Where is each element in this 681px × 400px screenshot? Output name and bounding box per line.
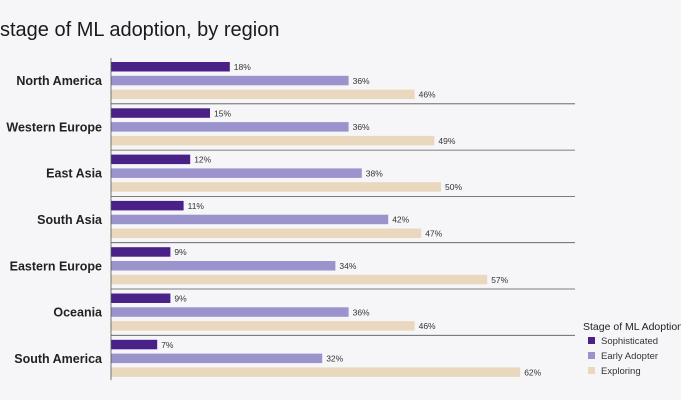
category-group: South America 7% 32% 62% [14, 340, 541, 378]
data-label: 57% [491, 275, 508, 285]
category-label: East Asia [46, 167, 103, 181]
data-label: 18% [234, 62, 251, 72]
data-label: 9% [174, 247, 187, 257]
category-label: South America [14, 352, 103, 366]
bar [111, 89, 415, 100]
legend-item-label: Early Adopter [601, 351, 658, 362]
data-label: 38% [366, 168, 383, 178]
data-label: 7% [161, 340, 174, 350]
legend-title: Stage of ML Adoption [583, 321, 681, 333]
bar [111, 293, 171, 303]
data-label: 36% [353, 122, 370, 132]
bar [111, 214, 389, 225]
bar [111, 307, 349, 317]
legend-swatch [588, 352, 595, 359]
bar [111, 62, 230, 72]
bar [111, 353, 323, 364]
data-label: 34% [339, 261, 356, 271]
category-group: Western Europe 15% 36% 49% [6, 108, 575, 151]
category-group: South Asia 11% 42% 47% [37, 200, 575, 244]
category-label: North America [16, 74, 103, 88]
bar [111, 108, 210, 118]
data-label: 46% [419, 90, 436, 100]
category-label: Eastern Europe [10, 259, 102, 273]
category-label: Western Europe [6, 120, 102, 134]
data-label: 32% [326, 354, 343, 364]
data-label: 11% [188, 201, 205, 211]
category-group: Oceania 9% 36% 46% [53, 293, 575, 336]
bar [111, 122, 349, 132]
bar [111, 261, 336, 271]
legend-swatch [588, 337, 595, 344]
bar [111, 154, 191, 165]
chart-title: stage of ML adoption, by region [0, 19, 279, 41]
legend: Stage of ML Adoption Sophisticated Early … [583, 321, 681, 377]
bar [111, 182, 441, 192]
bar [111, 367, 521, 377]
data-label: 36% [353, 76, 370, 86]
category-group: North America 18% 36% 46% [16, 62, 575, 105]
bar [111, 135, 435, 146]
bar [111, 228, 422, 238]
category-group: Eastern Europe 9% 34% 57% [10, 247, 575, 290]
data-label: 47% [425, 228, 442, 238]
bar [111, 339, 158, 350]
category-group: East Asia 12% 38% 50% [46, 155, 575, 197]
legend-swatch [588, 367, 595, 374]
data-label: 62% [524, 367, 541, 377]
bar [111, 75, 349, 86]
data-label: 12% [194, 155, 211, 165]
legend-item-label: Exploring [601, 366, 641, 377]
data-label: 42% [392, 215, 409, 225]
bar [111, 168, 362, 178]
data-label: 15% [214, 108, 231, 118]
data-label: 46% [419, 321, 436, 331]
data-label: 50% [445, 182, 462, 192]
category-label: Oceania [53, 306, 103, 320]
data-label: 49% [438, 136, 455, 146]
bar [111, 247, 171, 257]
bar [111, 274, 488, 285]
data-label: 9% [174, 293, 187, 303]
category-label: South Asia [37, 213, 103, 227]
bar [111, 200, 184, 211]
data-label: 36% [353, 307, 370, 317]
bar [111, 321, 415, 331]
legend-item-label: Sophisticated [601, 336, 658, 347]
